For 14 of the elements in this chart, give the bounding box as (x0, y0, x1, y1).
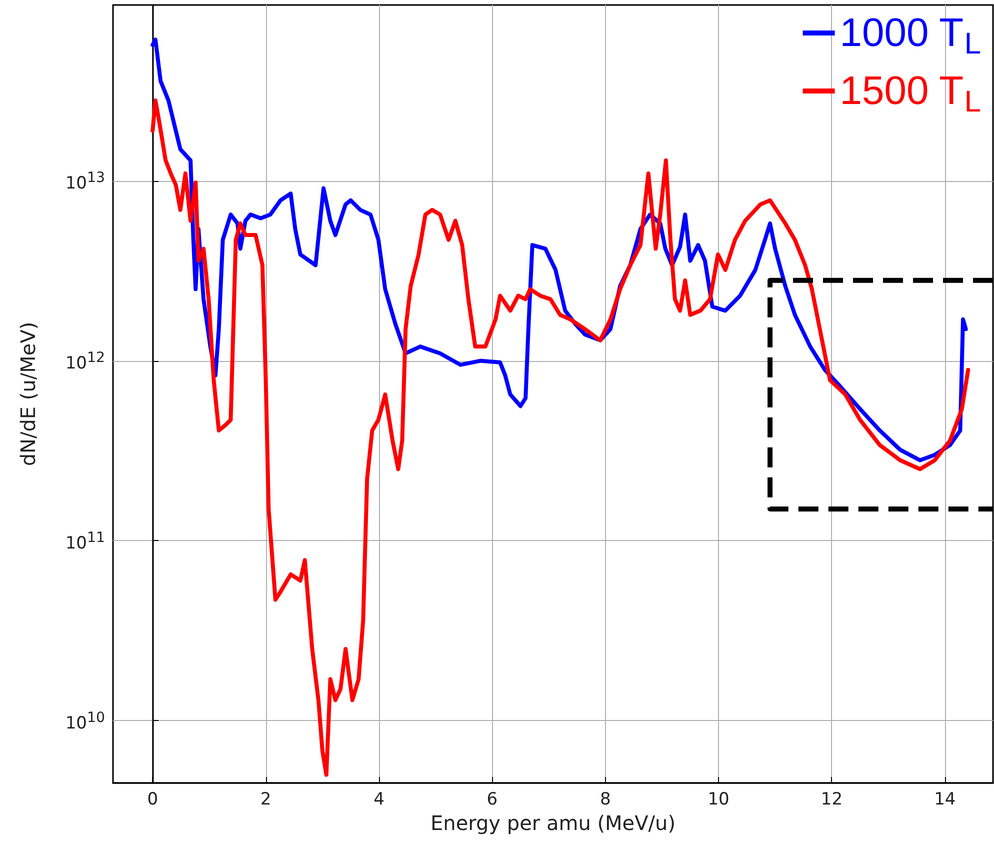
y-tick-label: 10$^{12}$ (65, 348, 105, 374)
x-axis-title: Energy per amu (MeV/u) (430, 811, 676, 835)
y-axis-title: dN/dE (u/MeV) (16, 322, 40, 466)
x-tick-label: 10 (708, 790, 730, 810)
x-tick-label: 0 (147, 790, 158, 810)
y-tick-label: 10$^{11}$ (65, 528, 105, 554)
y-tick-label: 10$^{13}$ (65, 168, 105, 194)
x-tick-label: 6 (486, 790, 498, 810)
x-tick-label: 2 (260, 790, 272, 810)
x-tick-label: 12 (820, 790, 843, 810)
x-tick-label: 14 (934, 790, 956, 810)
x-tick-label: 4 (374, 790, 384, 810)
y-tick-label: 10$^{10}$ (65, 708, 105, 734)
x-tick-label: 8 (600, 790, 611, 810)
